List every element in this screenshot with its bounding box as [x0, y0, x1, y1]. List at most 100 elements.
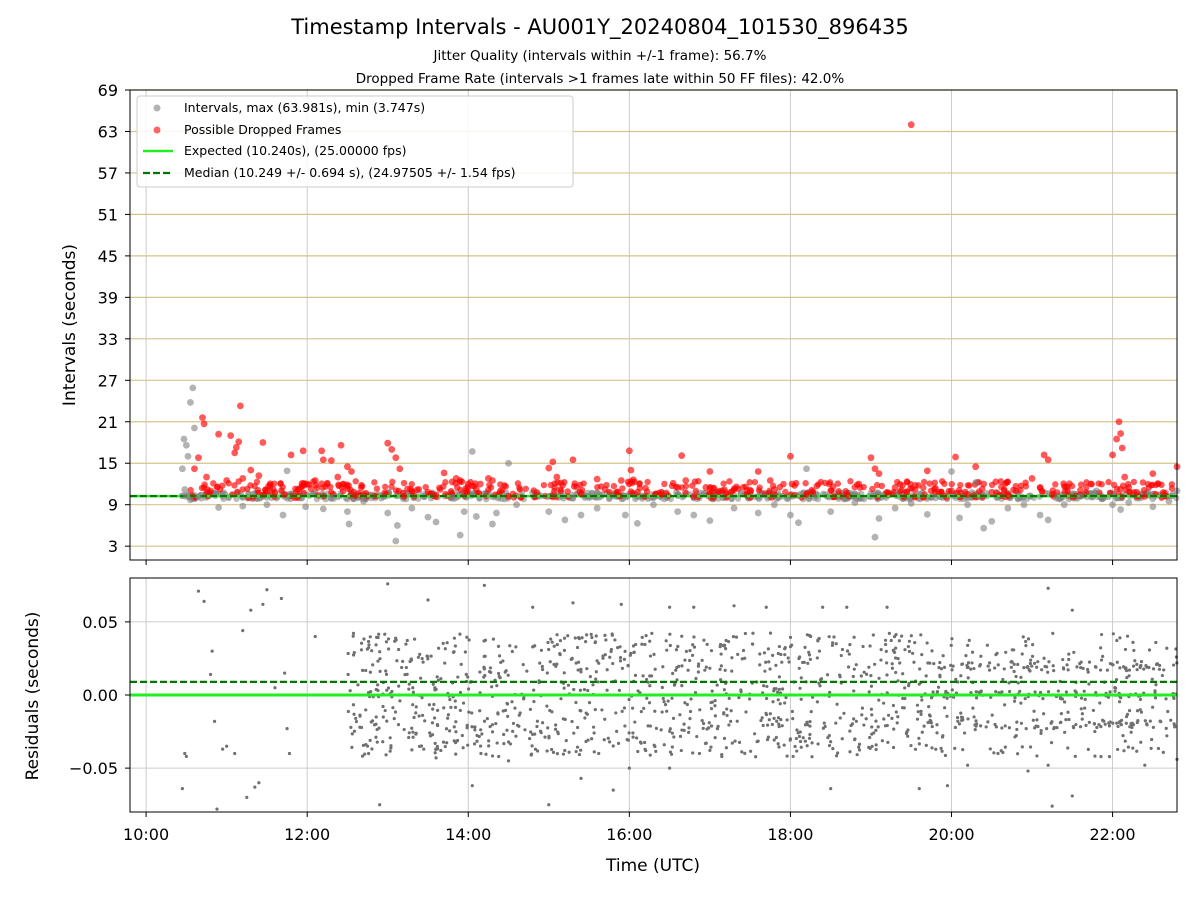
residual-point — [664, 639, 668, 643]
residual-point — [883, 642, 888, 647]
residual-point — [1078, 725, 1083, 729]
residual-point — [829, 787, 833, 791]
residual-point — [1049, 721, 1053, 725]
residual-point — [889, 638, 893, 643]
residual-point — [779, 718, 783, 722]
residual-point — [974, 724, 978, 728]
residual-point — [432, 716, 437, 720]
residual-point — [734, 635, 739, 639]
residual-point — [562, 686, 566, 690]
dropped-frame-point — [408, 487, 416, 495]
residual-point — [737, 696, 741, 700]
residual-point — [444, 727, 449, 731]
dropped-frame-point — [1017, 482, 1025, 489]
dropped-frame-point — [303, 480, 311, 488]
residual-point — [431, 707, 435, 711]
residual-point — [458, 690, 463, 695]
residual-point — [884, 649, 888, 653]
residual-point — [350, 745, 354, 749]
residual-point — [798, 686, 802, 690]
interval-point — [1076, 493, 1084, 500]
residual-point — [1046, 763, 1050, 767]
residual-point — [785, 718, 789, 722]
residual-point — [562, 636, 567, 640]
residual-point — [441, 740, 446, 744]
residual-point — [822, 721, 826, 725]
dropped-frame-point — [384, 439, 392, 447]
residual-point — [504, 669, 508, 673]
residual-point — [805, 633, 809, 637]
residual-point — [506, 714, 510, 718]
residual-point — [766, 735, 771, 739]
residual-point — [452, 636, 457, 640]
interval-point — [1165, 497, 1173, 505]
residual-point — [221, 747, 225, 751]
residual-point — [249, 608, 253, 612]
residual-point — [868, 644, 872, 648]
interval-point — [424, 513, 432, 521]
residual-point — [874, 719, 878, 723]
dropped-frame-point — [782, 488, 789, 496]
dropped-frame-point — [440, 469, 448, 477]
residual-point — [683, 701, 687, 705]
residual-point — [938, 673, 942, 677]
residual-point — [730, 741, 734, 745]
residual-point — [722, 644, 726, 648]
residual-point — [253, 785, 257, 789]
residual-point — [505, 728, 509, 732]
residual-point — [659, 728, 663, 732]
residual-point — [210, 649, 214, 653]
residual-point — [446, 713, 450, 717]
residual-point — [430, 733, 435, 737]
residual-point — [354, 716, 358, 720]
residual-point — [737, 740, 742, 744]
residual-point — [1079, 666, 1083, 670]
dropped-frame-point — [396, 465, 404, 473]
residual-point — [577, 752, 582, 757]
residual-point — [1099, 632, 1104, 637]
residual-point — [458, 708, 462, 713]
residual-point — [678, 713, 682, 717]
residual-point — [1135, 662, 1139, 666]
residual-point — [815, 656, 819, 660]
intervals-plot-frame — [129, 89, 1178, 561]
residual-point — [1084, 723, 1088, 727]
residual-point — [877, 698, 881, 702]
residual-point — [436, 678, 440, 682]
residual-point — [682, 722, 686, 726]
residual-point — [709, 649, 714, 653]
dropped-frame-point — [424, 488, 432, 496]
residual-point — [1118, 666, 1122, 670]
residual-point — [691, 643, 695, 647]
residual-point — [442, 706, 446, 710]
residual-point — [869, 674, 873, 678]
residual-point — [1031, 643, 1035, 647]
residual-point — [1026, 637, 1031, 641]
residual-point — [603, 717, 607, 721]
dropped-frame-point — [464, 480, 472, 488]
residual-point — [452, 650, 456, 654]
residual-point — [592, 731, 596, 735]
dropped-frame-point — [392, 454, 400, 462]
dropped-frame-point — [415, 486, 423, 493]
residual-point — [420, 656, 424, 661]
residual-point — [760, 716, 764, 720]
dropped-frame-point — [1125, 484, 1133, 491]
residual-point — [358, 714, 362, 718]
residual-point — [466, 743, 470, 747]
dropped-frame-point — [281, 490, 289, 498]
residual-point — [1007, 681, 1011, 685]
residual-point — [1021, 635, 1025, 639]
residual-point — [891, 745, 896, 750]
residual-point — [346, 709, 350, 714]
dropped-frame-point — [899, 482, 906, 489]
residual-point — [961, 748, 965, 752]
dropped-frame-point — [847, 478, 854, 485]
time-x-tick-label: 22:00 — [1090, 825, 1136, 844]
residual-point — [784, 695, 788, 700]
time-x-tick-label: 16:00 — [606, 825, 652, 844]
residual-point — [393, 710, 398, 714]
residual-point — [180, 787, 184, 791]
residual-point — [726, 639, 731, 644]
dropped-frame-point — [277, 480, 284, 487]
